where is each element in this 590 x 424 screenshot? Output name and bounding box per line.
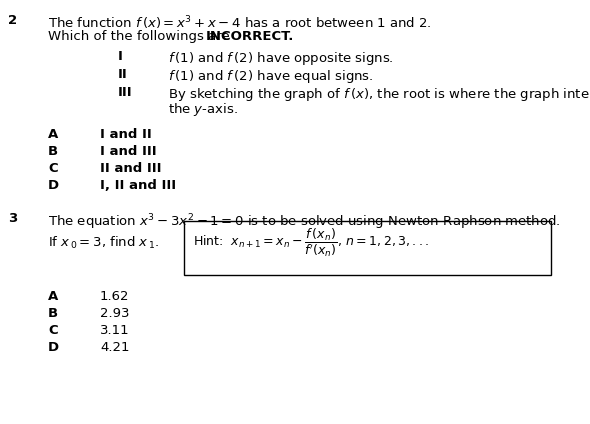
Text: II and III: II and III (100, 162, 162, 175)
Text: I, II and III: I, II and III (100, 179, 176, 192)
Text: III: III (118, 86, 133, 99)
Text: the $y$-axis.: the $y$-axis. (168, 101, 238, 118)
Text: If $x_{\,0}=3$, find $x_{\,1}$.: If $x_{\,0}=3$, find $x_{\,1}$. (48, 235, 159, 251)
Text: 2.93: 2.93 (100, 307, 129, 320)
Text: 1.62: 1.62 (100, 290, 129, 303)
Text: Which of the followings are: Which of the followings are (48, 30, 234, 43)
Text: A: A (48, 290, 58, 303)
Text: B: B (48, 145, 58, 158)
Text: 3: 3 (8, 212, 17, 225)
Text: D: D (48, 341, 59, 354)
Text: I: I (118, 50, 123, 63)
Text: $f\,(1)$ and $f\,(2)$ have equal signs.: $f\,(1)$ and $f\,(2)$ have equal signs. (168, 68, 373, 85)
Text: I and II: I and II (100, 128, 152, 141)
Text: 2: 2 (8, 14, 17, 27)
Text: 4.21: 4.21 (100, 341, 129, 354)
Text: D: D (48, 179, 59, 192)
Text: INCORRECT.: INCORRECT. (206, 30, 294, 43)
Text: By sketching the graph of $f\,(x)$, the root is where the graph intersects: By sketching the graph of $f\,(x)$, the … (168, 86, 590, 103)
Text: II: II (118, 68, 128, 81)
Text: A: A (48, 128, 58, 141)
Text: $f\,(1)$ and $f\,(2)$ have opposite signs.: $f\,(1)$ and $f\,(2)$ have opposite sign… (168, 50, 394, 67)
Text: B: B (48, 307, 58, 320)
Text: 3.11: 3.11 (100, 324, 130, 337)
Text: The equation $x^3-3x^2-1=0$ is to be solved using Newton-Raphson method.: The equation $x^3-3x^2-1=0$ is to be sol… (48, 212, 560, 232)
Text: The function $f\,(x)=x^3+x-4$ has a root between 1 and 2.: The function $f\,(x)=x^3+x-4$ has a root… (48, 14, 432, 32)
Text: Hint:  $x_{n+1}=x_n-\dfrac{f\,(x_n)}{f'(x_n)},\,n=1,2,3,...$: Hint: $x_{n+1}=x_n-\dfrac{f\,(x_n)}{f'(x… (193, 226, 430, 259)
Text: I and III: I and III (100, 145, 156, 158)
Text: C: C (48, 324, 58, 337)
FancyBboxPatch shape (184, 221, 551, 275)
Text: C: C (48, 162, 58, 175)
